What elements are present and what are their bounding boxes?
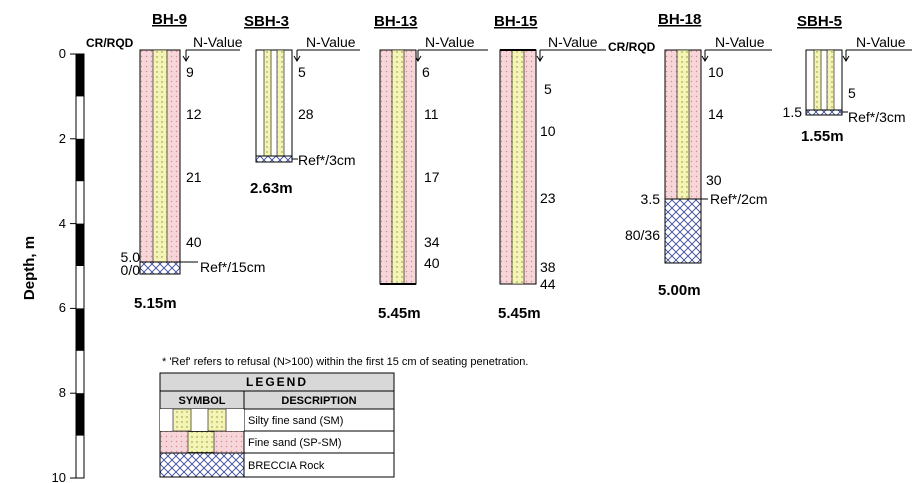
n-value: 5 (544, 81, 552, 97)
n-value-header: N-Value (548, 34, 598, 50)
n-value: 30 (706, 172, 722, 188)
borehole-title: BH-15 (494, 13, 537, 30)
depth-axis-label: Depth, m (21, 236, 38, 300)
total-depth: 5.15m (134, 295, 177, 312)
n-value: 23 (540, 190, 556, 206)
silty-sand-layer (391, 49, 405, 285)
breccia-rock-layer (805, 109, 843, 116)
borehole-sbh-3: SBH-3 N-Value 5 28 Ref*/3cm 2.63m (244, 13, 360, 197)
borehole-title: SBH-3 (244, 13, 289, 30)
cr-rqd-value: 80/36 (625, 227, 660, 243)
n-value: 5 (848, 85, 856, 101)
depth-axis: 0 2 4 6 8 10 Depth, m (21, 46, 85, 483)
borehole-title: BH-18 (658, 11, 701, 28)
legend: LEGEND SYMBOL DESCRIPTION Silty fine san… (159, 372, 395, 478)
n-value: 6 (422, 64, 430, 80)
borehole-bh-9: BH-9 CR/RQD N-Value 9 12 21 40 Ref*/15cm… (86, 11, 265, 312)
depth-tick-10: 10 (52, 470, 66, 483)
silty-sand-layer (152, 49, 168, 263)
legend-symbol-header: SYMBOL (178, 395, 225, 407)
n-value-header: N-Value (715, 34, 765, 50)
depth-tick-0: 0 (59, 46, 66, 61)
n-value: 38 (540, 259, 556, 275)
borehole-sbh-5: SBH-5 N-Value 5 Ref*/3cm 1.5 1.55m (783, 13, 912, 145)
n-value: 28 (298, 106, 314, 122)
refusal-label: Ref*/3cm (848, 109, 906, 125)
legend-item-label: BRECCIA Rock (248, 460, 325, 472)
legend-symbol-fine-sand (160, 431, 244, 453)
refusal-label: Ref*/15cm (200, 259, 265, 275)
breccia-rock-layer (139, 261, 181, 275)
depth-tick-2: 2 (59, 131, 66, 146)
n-value: 12 (186, 106, 202, 122)
total-depth: 5.45m (498, 305, 541, 322)
interface-depth: 3.5 (641, 191, 661, 207)
n-value-header: N-Value (193, 34, 243, 50)
refusal-note: * 'Ref' refers to refusal (N>100) within… (162, 356, 528, 368)
legend-description-header: DESCRIPTION (281, 395, 356, 407)
borehole-title: BH-13 (374, 13, 417, 30)
legend-item-label: Silty fine sand (SM) (248, 415, 343, 427)
n-value-header: N-Value (306, 34, 356, 50)
depth-tick-6: 6 (59, 300, 66, 315)
n-value: 44 (540, 276, 556, 292)
borehole-bh-15: BH-15 N-Value 5 10 23 38 44 5.45m (494, 13, 606, 322)
silty-sand-layer (255, 49, 293, 157)
refusal-label: Ref*/2cm (710, 191, 768, 207)
n-value: 17 (424, 169, 440, 185)
depth-tick-8: 8 (59, 385, 66, 400)
legend-symbol-breccia-rock (160, 453, 244, 477)
n-value-header: N-Value (856, 34, 906, 50)
silty-sand-layer (511, 49, 525, 285)
legend-item-label: Fine sand (SP-SM) (248, 437, 342, 449)
depth-tick-4: 4 (59, 216, 66, 231)
n-value: 40 (424, 255, 440, 271)
n-value: 5 (298, 64, 306, 80)
n-value: 40 (186, 234, 202, 250)
total-depth: 1.55m (801, 128, 844, 145)
n-value: 9 (186, 64, 194, 80)
n-value: 10 (540, 123, 556, 139)
n-value: 11 (424, 106, 439, 122)
cr-rqd-value: 0/0 (121, 262, 141, 278)
n-value: 34 (424, 234, 440, 250)
total-depth: 2.63m (250, 180, 293, 197)
interface-depth: 5.0 (121, 249, 141, 265)
cr-rqd-header: CR/RQD (86, 36, 134, 50)
legend-symbol-silty-fine-sand (160, 408, 244, 432)
silty-sand-layer (676, 49, 690, 200)
legend-title: LEGEND (246, 375, 308, 389)
breccia-rock-layer (255, 155, 293, 163)
refusal-label: Ref*/3cm (298, 152, 356, 168)
total-depth: 5.00m (658, 282, 701, 299)
breccia-rock-layer (664, 198, 702, 264)
borehole-title: SBH-5 (797, 13, 842, 30)
n-value-header: N-Value (425, 34, 475, 50)
interface-depth: 1.5 (783, 104, 803, 120)
n-value: 10 (708, 64, 724, 80)
borehole-bh-18: BH-18 CR/RQD N-Value 10 14 30 Ref*/2cm 3… (608, 11, 772, 299)
cr-rqd-header: CR/RQD (608, 40, 656, 54)
borehole-bh-13: BH-13 N-Value 6 11 17 34 40 5.45m (374, 13, 488, 322)
borehole-title: BH-9 (152, 11, 187, 28)
silty-sand-layer (805, 49, 843, 111)
total-depth: 5.45m (378, 305, 421, 322)
n-value: 21 (186, 169, 202, 185)
n-value: 14 (708, 106, 724, 122)
